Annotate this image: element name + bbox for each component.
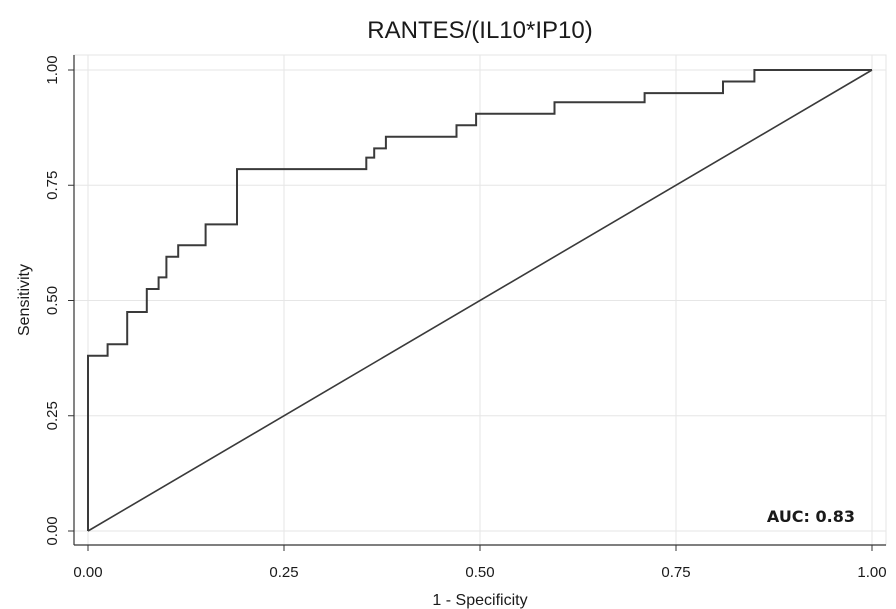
reference-diagonal-line bbox=[87, 69, 873, 532]
x-tick-label: 0.25 bbox=[269, 564, 298, 581]
x-tick-label: 1.00 bbox=[857, 564, 886, 581]
y-tick-label: 0.25 bbox=[44, 401, 61, 430]
x-axis-label: 1 - Specificity bbox=[432, 592, 527, 609]
y-tick-label: 0.00 bbox=[44, 516, 61, 545]
x-tick-label: 0.00 bbox=[73, 564, 102, 581]
y-axis-label: Sensitivity bbox=[16, 264, 33, 336]
roc-curve-line bbox=[87, 69, 872, 531]
auc-annotation: AUC: 0.83 bbox=[767, 507, 855, 526]
series-group bbox=[87, 69, 873, 532]
y-tick-labels: 0.00 0.25 0.50 0.75 1.00 bbox=[44, 55, 61, 545]
x-tick-labels: 0.00 0.25 0.50 0.75 1.00 bbox=[73, 564, 886, 581]
y-tick-label: 1.00 bbox=[44, 55, 61, 84]
y-tick-label: 0.75 bbox=[44, 171, 61, 200]
x-tick-label: 0.75 bbox=[661, 564, 690, 581]
axes bbox=[68, 55, 886, 551]
y-tick-label: 0.50 bbox=[44, 286, 61, 315]
chart-title: RANTES/(IL10*IP10) bbox=[367, 17, 592, 44]
x-tick-label: 0.50 bbox=[465, 564, 494, 581]
